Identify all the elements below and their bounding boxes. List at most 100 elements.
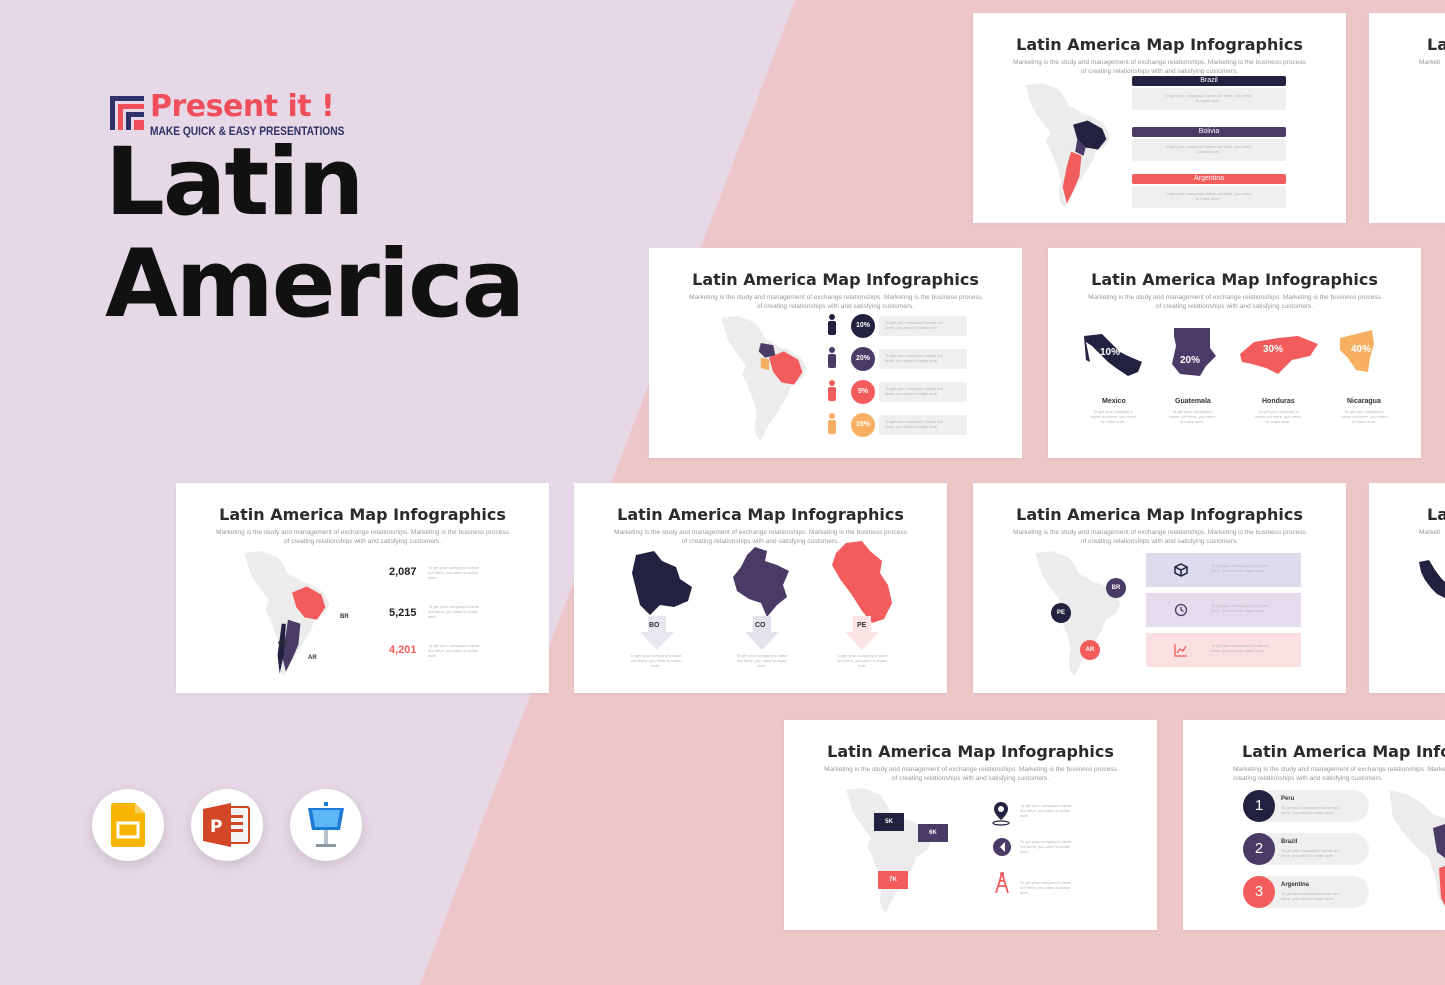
country-code: CO [755, 622, 766, 629]
slide-partial-middle: La Marketi [1369, 483, 1445, 693]
slide-subtitle: Marketing is the study and management of… [1233, 766, 1445, 782]
slide-title: Latin America Map Infographics [219, 505, 506, 524]
slide-central-america: Latin America Map Infographics Marketing… [1048, 248, 1421, 458]
placeholder-text: To get your company's name out there, yo… [885, 320, 943, 330]
nicaragua-shape [1340, 330, 1374, 372]
country-code: AR [308, 655, 317, 661]
placeholder-text: To get your company's name out there, yo… [1211, 643, 1269, 653]
info-row [1146, 593, 1301, 627]
placeholder-text: To get your company's name out there, yo… [1281, 805, 1339, 815]
logo-mark-icon [110, 96, 144, 130]
location-pin-icon [992, 802, 1010, 826]
slide-brazil-chile-argentina: Latin America Map Infographics Marketing… [176, 483, 549, 693]
mexico-shape [1419, 560, 1445, 598]
placeholder-text: To get your company's name out there, yo… [1164, 191, 1252, 201]
latam-map [846, 788, 932, 913]
placeholder-text: To get your company's name out there, yo… [1255, 409, 1301, 424]
slide-title: Latin America Map Infographics [827, 742, 1114, 761]
country-label: Nicaragua [1347, 398, 1381, 405]
info-row [1146, 633, 1301, 667]
placeholder-text: To get your company's name out there, yo… [428, 604, 480, 619]
brand-tagline: MAKE QUICK & EASY PRESENTATIONS [150, 124, 345, 138]
placeholder-text: To get your company's name out there, yo… [885, 386, 943, 396]
bar-box [1132, 139, 1286, 161]
chart-icon [1174, 644, 1187, 657]
slide-subtitle: Marketing is the study and management of… [1088, 294, 1381, 310]
percent-label: 40% [1351, 344, 1372, 355]
placeholder-text: To get your company's name out there, yo… [1211, 563, 1269, 573]
latam-map-partial [1389, 790, 1445, 908]
slide-title: Latin America Map Infographics [1091, 270, 1378, 289]
country-code: CH [278, 641, 287, 647]
slide-subtitle: Marketing is the study and management of… [1013, 59, 1306, 75]
bar-box [1132, 186, 1286, 208]
latam-map [721, 316, 807, 441]
list-label: Brazil [1281, 839, 1298, 845]
latam-map [1035, 551, 1121, 676]
slide-subtitle: Marketing is the study and management of… [1013, 529, 1306, 545]
arrow-down-icon [845, 616, 879, 650]
colombia-shape [733, 547, 789, 617]
latam-map [1025, 83, 1111, 208]
stat-number: 4,201 [389, 644, 417, 656]
bar-box [879, 415, 967, 435]
slide-subtitle: Marketing is the study and management of… [824, 766, 1117, 782]
country-code: PE [857, 622, 867, 629]
percent-badge: 15% [851, 413, 875, 437]
percent-badge: 20% [851, 347, 875, 371]
tower-icon [995, 872, 1009, 894]
person-icons [828, 314, 836, 434]
hero-title-line1: Latin [105, 128, 364, 237]
map-marker-pe: PE [1051, 603, 1071, 623]
country-label: Honduras [1262, 398, 1295, 405]
mexico-shape [1084, 334, 1142, 376]
google-slides-icon [111, 803, 145, 847]
placeholder-text: To get your company's name out there, yo… [836, 653, 888, 668]
placeholder-text: To get your company's name out there, yo… [1169, 409, 1215, 424]
slide-title: Latin America Map Infographics [617, 505, 904, 524]
percent-label: 30% [1263, 344, 1284, 355]
slide-subtitle: Marketi [1419, 529, 1441, 536]
slide-bolivia-colombia-peru: Latin America Map Infographics Marketing… [574, 483, 947, 693]
slide-title: Latin America Map Infographics [1016, 505, 1303, 524]
percent-label: 10% [1100, 347, 1121, 358]
bar-box [1132, 88, 1286, 110]
bar-label-argentina: Argentina [1132, 174, 1286, 184]
keynote-icon [308, 802, 344, 847]
placeholder-text: To get your company's name out there, yo… [1020, 839, 1072, 854]
map-marker-ar: AR [1080, 640, 1100, 660]
value-flag-5k: 5K [874, 813, 904, 831]
placeholder-text: To get your company's name out there, yo… [1164, 144, 1252, 154]
placeholder-text: To get your company's name out there, yo… [1281, 891, 1339, 901]
info-row [1146, 553, 1301, 587]
placeholder-text: To get your company's name out there, yo… [630, 653, 682, 668]
placeholder-text: To get your company's name out there, yo… [1341, 409, 1387, 424]
box-icon [1174, 563, 1188, 577]
country-code: BO [649, 622, 660, 629]
arrow-down-icon [745, 616, 779, 650]
stat-number: 2,087 [389, 566, 417, 578]
percent-badge: 5% [851, 380, 875, 404]
placeholder-text: To get your company's name out there, yo… [1020, 803, 1072, 818]
slide-markers-br-pe-ar: Latin America Map Infographics Marketing… [973, 483, 1346, 693]
latam-map [244, 551, 330, 676]
placeholder-text: To get your company's name out there, yo… [1020, 880, 1072, 895]
placeholder-text: To get your company's name out there, yo… [428, 643, 480, 658]
list-number: 2 [1243, 833, 1275, 865]
placeholder-text: To get your company's name out there, yo… [885, 419, 943, 429]
placeholder-text: To get your company's name out there, yo… [1090, 409, 1136, 424]
placeholder-text: To get your company's name out there, yo… [1211, 603, 1269, 613]
slide-title: Latin America Map Infogr [1242, 742, 1445, 761]
svg-text:P: P [210, 817, 222, 837]
value-flag-6k: 6K [918, 824, 948, 842]
placeholder-text: To get your company's name out there, yo… [1164, 93, 1252, 103]
stat-number: 5,215 [389, 607, 417, 619]
powerpoint-icon: P [203, 803, 250, 847]
slide-partial-top: La Marketi [1369, 13, 1445, 223]
brand-logo: Present it ! MAKE QUICK & EASY PRESENTAT… [110, 92, 379, 138]
google-slides-badge [92, 789, 164, 861]
bar-label-brazil: Brazil [1132, 76, 1286, 86]
slide-title: La [1427, 505, 1445, 524]
placeholder-text: To get your company's name out there, yo… [428, 565, 480, 580]
guatemala-shape [1172, 328, 1216, 376]
